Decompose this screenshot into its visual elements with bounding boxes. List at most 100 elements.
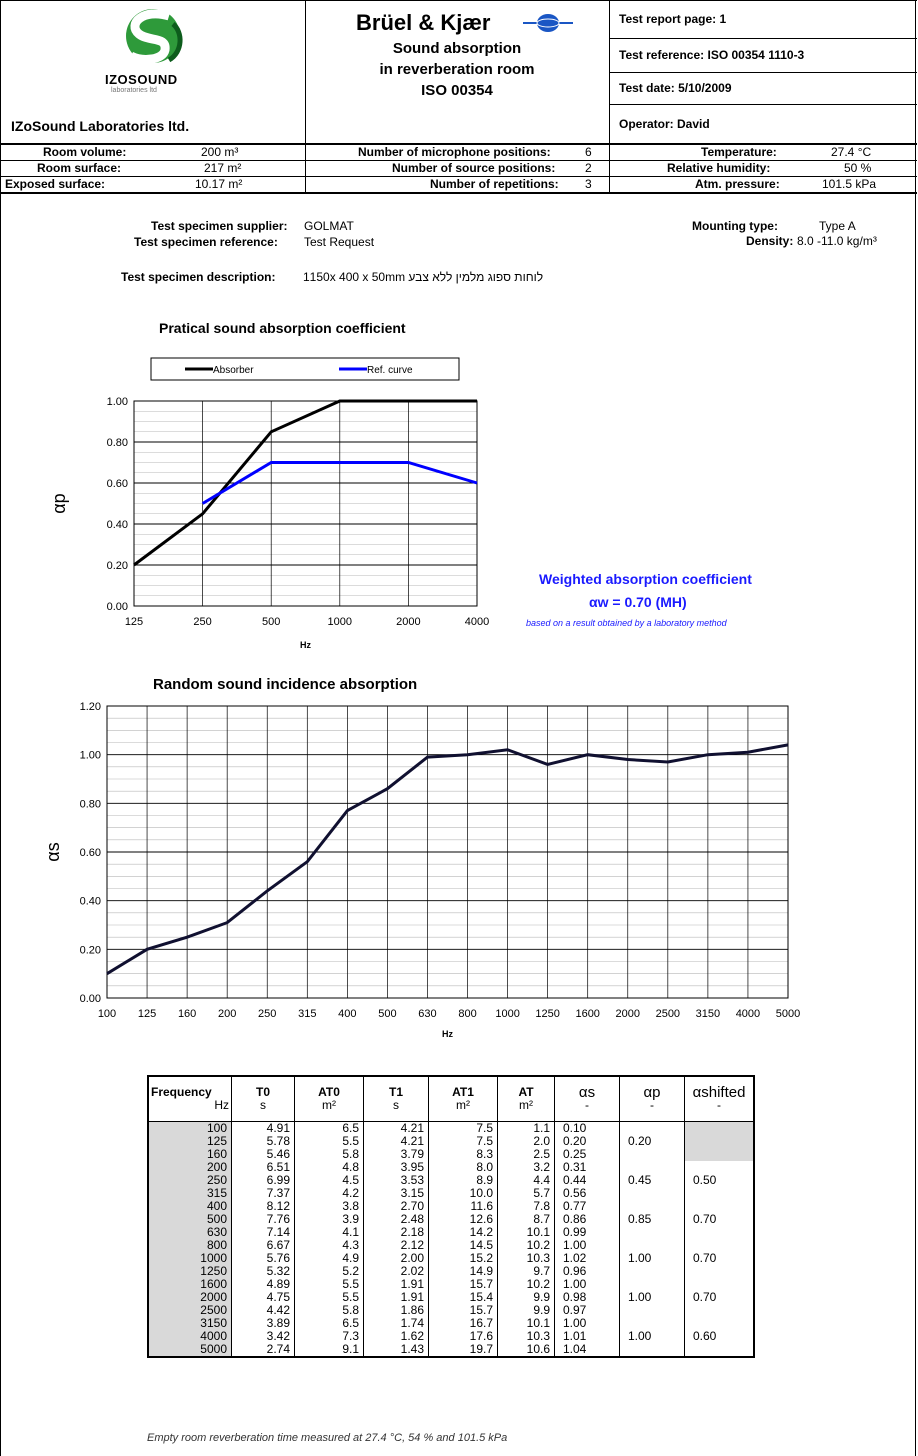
table-cell — [684, 1265, 755, 1278]
y-tick-label: 0.80 — [107, 437, 128, 449]
mic-positions-value: 6 — [585, 145, 592, 159]
table-cell: 2.48 — [363, 1213, 429, 1226]
x-tick-label: 250 — [193, 616, 211, 628]
y-tick-label: 0.00 — [107, 601, 128, 613]
table-cell — [619, 1317, 685, 1330]
table-cell: 8.9 — [428, 1174, 498, 1187]
table-cell — [684, 1187, 755, 1200]
plot-frame — [106, 705, 789, 999]
x-tick-label: 2500 — [656, 1008, 680, 1020]
table-cell: 10.1 — [497, 1317, 555, 1330]
rule — [1, 0, 917, 1]
table-cell: 7.76 — [231, 1213, 295, 1226]
table-cell: 7.3 — [294, 1330, 364, 1343]
x-tick-label: 5000 — [776, 1008, 800, 1020]
table-cell: 10.2 — [497, 1239, 555, 1252]
mounting-value: Type A — [819, 219, 856, 233]
table-row: 200 6.51 4.8 3.95 8.0 3.2 0.31 — [147, 1161, 755, 1174]
izosound-logo — [126, 9, 183, 64]
table-cell: 15.7 — [428, 1304, 498, 1317]
logo-wordmark: IZOSOUND — [105, 72, 178, 87]
column-header-unit: s — [393, 1098, 399, 1112]
column-header-unit: s — [260, 1098, 266, 1112]
column-header-unit: Hz — [214, 1098, 229, 1112]
mounting-label: Mounting type: — [692, 219, 778, 233]
footnote: Empty room reverberation time measured a… — [147, 1432, 508, 1444]
table-cell: 1000 — [147, 1252, 232, 1265]
source-positions-value: 2 — [585, 161, 592, 175]
table-cell: 3.89 — [231, 1317, 295, 1330]
table-cell: 1.1 — [497, 1121, 555, 1135]
table-cell: 5.78 — [231, 1135, 295, 1148]
x-tick-label: 125 — [138, 1008, 156, 1020]
table-cell: 0.86 — [554, 1213, 620, 1226]
table-cell: 10.3 — [497, 1252, 555, 1265]
source-positions-label: Number of source positions: — [392, 161, 556, 175]
column-header: Frequency Hz — [147, 1075, 232, 1122]
table-cell: 0.70 — [684, 1213, 755, 1226]
table-cell: 9.9 — [497, 1291, 555, 1304]
repetitions-value: 3 — [585, 177, 592, 191]
table-cell — [684, 1304, 755, 1317]
table-cell: 4.5 — [294, 1174, 364, 1187]
y-tick-label: 0.00 — [80, 993, 101, 1005]
table-cell: 125 — [147, 1135, 232, 1148]
table-row: 500 7.76 3.9 2.48 12.6 8.7 0.86 0.85 0.70 — [147, 1213, 755, 1226]
table-cell: 6.5 — [294, 1121, 364, 1135]
table-cell: 7.37 — [231, 1187, 295, 1200]
weighted-note: based on a result obtained by a laborato… — [526, 618, 727, 628]
exposed-surface-label: Exposed surface: — [5, 177, 106, 191]
mic-positions-label: Number of microphone positions: — [358, 145, 551, 159]
table-row: 1000 5.76 4.9 2.00 15.2 10.3 1.02 1.00 0.70 — [147, 1252, 755, 1265]
table-cell — [684, 1161, 755, 1174]
lab-name: IZoSound Laboratories ltd. — [11, 118, 190, 134]
temperature-value: 27.4 °C — [831, 145, 872, 159]
table-cell — [619, 1121, 685, 1135]
x-tick-label: 2000 — [396, 616, 420, 628]
table-cell: 15.2 — [428, 1252, 498, 1265]
table-cell — [684, 1148, 755, 1161]
table-cell: 0.50 — [684, 1174, 755, 1187]
table-cell: 3.15 — [363, 1187, 429, 1200]
table-cell: 4.21 — [363, 1135, 429, 1148]
table-cell — [619, 1278, 685, 1291]
table-cell: 14.9 — [428, 1265, 498, 1278]
x-tick-label: 1600 — [575, 1008, 599, 1020]
table-cell: 5.46 — [231, 1148, 295, 1161]
x-tick-label: 100 — [98, 1008, 116, 1020]
table-cell: 100 — [147, 1121, 232, 1135]
reference-value: Test Request — [304, 235, 375, 249]
table-cell: 6.67 — [231, 1239, 295, 1252]
column-header: AT0 m² — [294, 1075, 364, 1122]
table-cell: 8.3 — [428, 1148, 498, 1161]
pressure-value: 101.5 kPa — [822, 177, 877, 191]
table-cell: 1250 — [147, 1265, 232, 1278]
table-cell — [684, 1200, 755, 1213]
x-tick-label: 125 — [125, 616, 143, 628]
table-cell: 11.6 — [428, 1200, 498, 1213]
table-cell: 7.8 — [497, 1200, 555, 1213]
x-tick-label: 3150 — [696, 1008, 720, 1020]
plot-frame — [133, 400, 478, 607]
random-incidence-chart: 0.00 0.20 0.40 0.60 0.80 1.00 1.20 100 125 160 200… — [43, 701, 800, 1039]
column-header-label: Frequency — [151, 1085, 212, 1099]
brand-name: Brüel & Kjær — [356, 10, 491, 35]
table-row: 2000 4.75 5.5 1.91 15.4 9.9 0.98 1.00 0.70 — [147, 1291, 755, 1304]
operator: Operator: David — [619, 117, 710, 131]
table-cell: 1.00 — [554, 1239, 620, 1252]
report-title-line1: Sound absorption — [392, 40, 522, 57]
rule — [609, 104, 917, 105]
x-tick-label: 500 — [262, 616, 280, 628]
table-cell: 0.56 — [554, 1187, 620, 1200]
logo-subline: laboratories ltd — [111, 87, 157, 94]
y-tick-label: 0.40 — [80, 896, 101, 908]
weighted-value: αw = 0.70 (MH) — [589, 594, 687, 610]
table-row: 160 5.46 5.8 3.79 8.3 2.5 0.25 — [147, 1148, 755, 1161]
table-cell — [684, 1278, 755, 1291]
table-cell: 4.75 — [231, 1291, 295, 1304]
table-cell: 2.0 — [497, 1135, 555, 1148]
column-header-unit: - — [650, 1098, 654, 1112]
table-cell — [619, 1148, 685, 1161]
weighted-title: Weighted absorption coefficient — [539, 571, 752, 587]
